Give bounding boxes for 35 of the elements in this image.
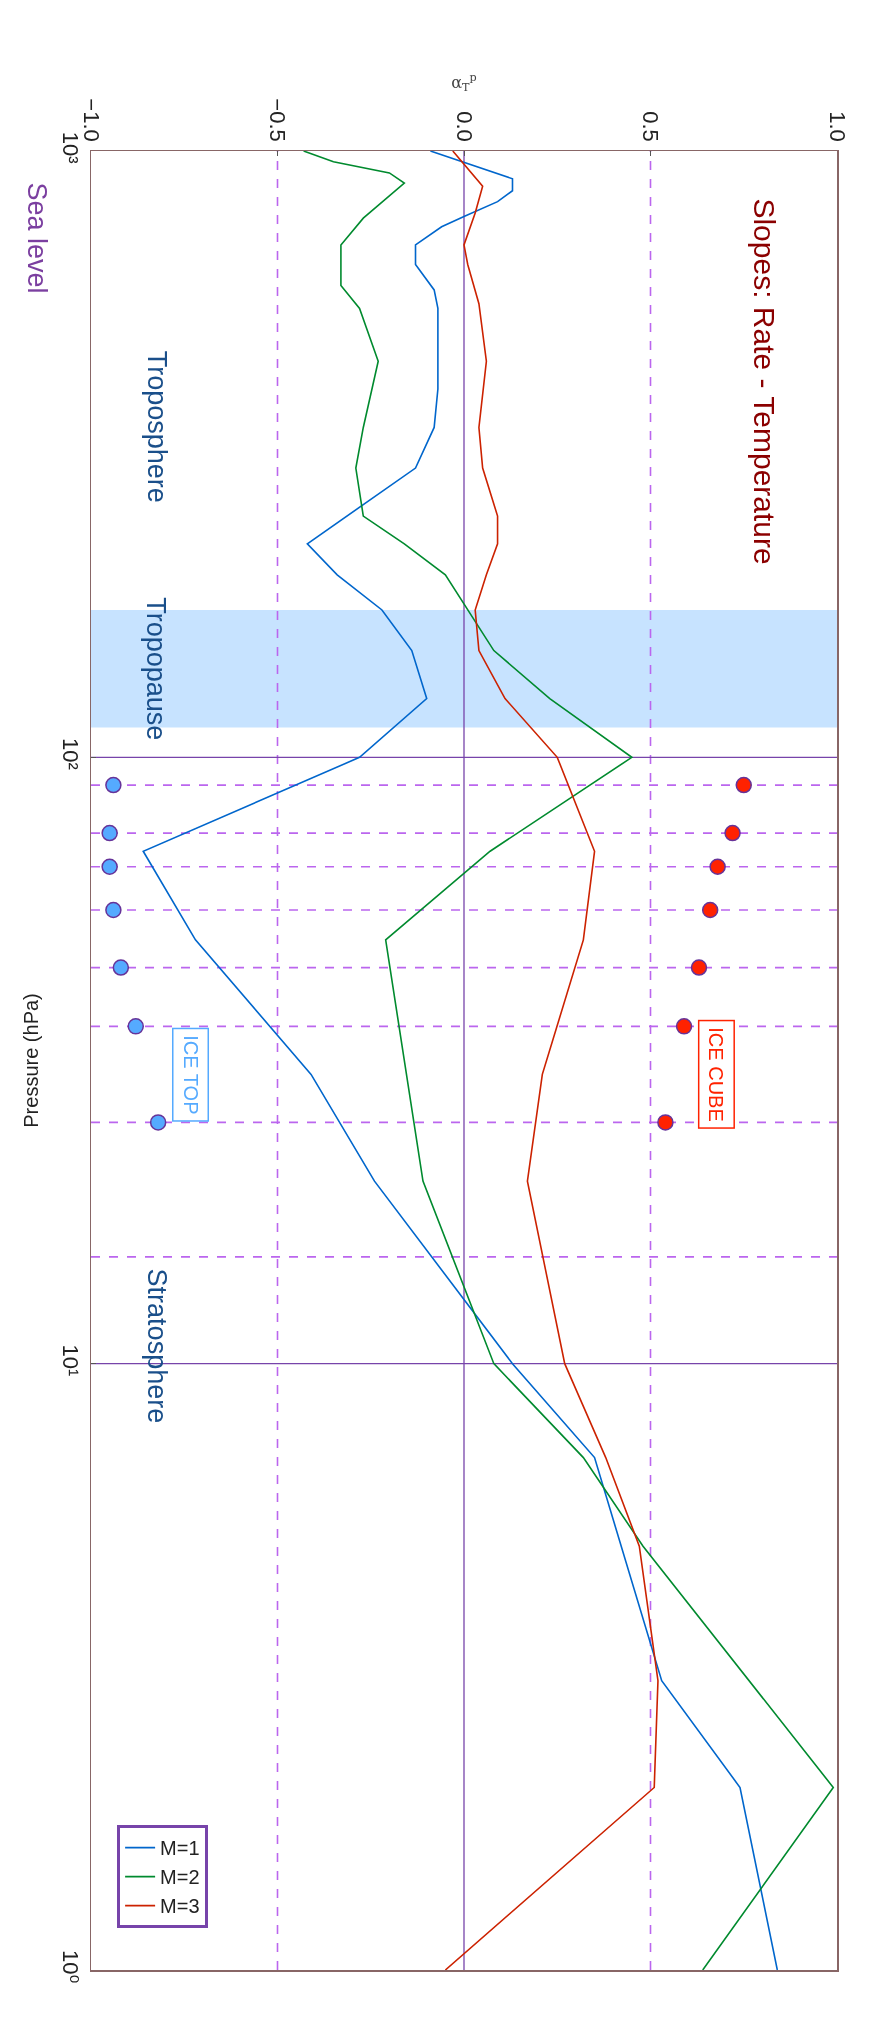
legend-label: M=1	[160, 1837, 200, 1860]
band-label: Tropopause	[141, 597, 172, 741]
x-tick-label: 1.0	[824, 111, 850, 142]
y-axis-title: Pressure (hPa)	[19, 993, 42, 1128]
point	[735, 776, 752, 794]
text: Slopes: Rate - Temperature	[747, 198, 781, 565]
x-tick-label: 0.5	[638, 111, 664, 142]
y-tick-label: 10¹	[58, 1344, 84, 1377]
annotation: Stratosphere	[141, 1268, 172, 1424]
line-series	[444, 151, 659, 1970]
y-tick-label: 10⁰	[58, 1950, 84, 1984]
text: ICE TOP	[179, 1035, 202, 1115]
point	[127, 1018, 145, 1035]
line-series	[302, 151, 835, 1970]
annotation: Troposphere	[141, 350, 172, 503]
point	[101, 824, 118, 842]
x-tick-label: −0.5	[265, 98, 291, 142]
point	[709, 858, 726, 875]
text: ICE CUBE	[705, 1027, 728, 1122]
point	[701, 901, 719, 919]
point	[105, 901, 122, 919]
point	[112, 959, 130, 976]
point	[724, 824, 741, 842]
line-series	[142, 151, 779, 1970]
point	[657, 1114, 674, 1131]
point	[101, 858, 118, 875]
legend-label: M=3	[160, 1895, 200, 1918]
point	[675, 1018, 693, 1035]
point	[690, 959, 708, 976]
point	[105, 776, 122, 794]
y-tick-label: 10²	[58, 738, 84, 770]
point	[149, 1114, 167, 1131]
legend-label: M=2	[160, 1866, 200, 1889]
x-tick-label: 0.0	[451, 111, 477, 142]
text: Sea level	[21, 182, 52, 294]
